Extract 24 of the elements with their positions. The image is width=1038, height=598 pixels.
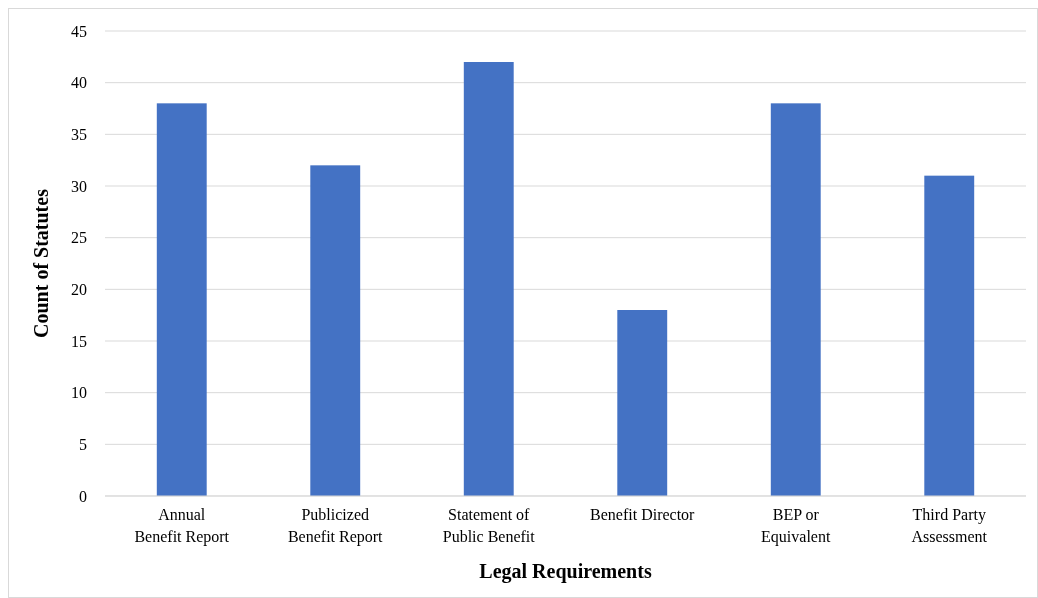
bar — [156, 103, 207, 496]
y-tick-label: 25 — [71, 229, 87, 247]
y-tick-label: 10 — [71, 384, 87, 402]
x-tick-label: Third Party Assessment — [911, 506, 988, 545]
x-tick-label: Publicized Benefit Report — [287, 506, 384, 546]
y-tick-label: 5 — [79, 435, 87, 453]
bar — [924, 175, 975, 496]
y-tick-label: 35 — [71, 125, 87, 143]
bar — [770, 103, 821, 496]
y-tick-label: 30 — [71, 177, 87, 195]
x-axis-title: Legal Requirements — [479, 560, 652, 583]
y-tick-label: 0 — [79, 487, 87, 505]
y-tick-label: 40 — [71, 74, 87, 92]
bar — [463, 62, 514, 496]
x-tick-label: Statement of Public Benefit — [442, 506, 536, 545]
y-tick-label: 15 — [71, 332, 87, 350]
y-tick-label: 45 — [71, 22, 87, 40]
y-axis-title: Count of Statutes — [30, 188, 52, 338]
bar — [310, 165, 361, 496]
bar — [617, 310, 668, 496]
y-tick-label: 20 — [71, 280, 87, 298]
x-tick-label: Annual Benefit Report — [134, 506, 230, 546]
x-tick-label: BEP or Equivalent — [761, 506, 831, 546]
x-tick-label: Benefit Director — [590, 506, 696, 523]
